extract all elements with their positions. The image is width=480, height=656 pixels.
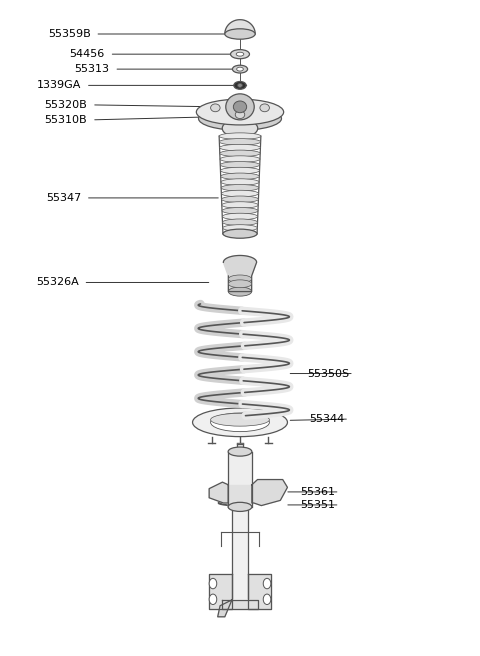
Ellipse shape (226, 94, 254, 120)
Ellipse shape (223, 225, 257, 231)
Ellipse shape (199, 107, 281, 131)
Ellipse shape (228, 287, 252, 296)
Text: 55326A: 55326A (36, 277, 79, 287)
Ellipse shape (222, 207, 258, 214)
Text: 1339GA: 1339GA (36, 81, 81, 91)
Ellipse shape (220, 161, 260, 168)
Ellipse shape (228, 502, 252, 512)
Ellipse shape (222, 213, 258, 220)
Ellipse shape (237, 67, 243, 71)
Ellipse shape (221, 190, 259, 197)
Ellipse shape (228, 275, 252, 283)
Polygon shape (218, 600, 232, 617)
Circle shape (263, 594, 271, 604)
Ellipse shape (222, 196, 258, 203)
Ellipse shape (220, 167, 260, 174)
Ellipse shape (192, 408, 288, 437)
Text: 55310B: 55310B (45, 115, 87, 125)
Ellipse shape (219, 144, 261, 151)
Ellipse shape (211, 104, 220, 112)
Text: 55350S: 55350S (307, 369, 349, 379)
Ellipse shape (234, 81, 246, 89)
Ellipse shape (228, 447, 252, 456)
Text: 55351: 55351 (300, 500, 335, 510)
Polygon shape (248, 573, 271, 609)
Ellipse shape (211, 413, 269, 432)
Ellipse shape (232, 65, 248, 73)
Polygon shape (223, 255, 257, 291)
Circle shape (209, 594, 217, 604)
Ellipse shape (225, 29, 255, 39)
Ellipse shape (211, 413, 269, 426)
Ellipse shape (221, 184, 259, 191)
Text: 55313: 55313 (74, 64, 109, 74)
Ellipse shape (196, 99, 284, 125)
Ellipse shape (222, 219, 258, 226)
Ellipse shape (228, 280, 252, 288)
Polygon shape (209, 482, 228, 503)
Polygon shape (222, 600, 258, 609)
Ellipse shape (235, 111, 245, 119)
Ellipse shape (233, 101, 247, 113)
Ellipse shape (236, 52, 244, 56)
Ellipse shape (219, 138, 261, 145)
Polygon shape (209, 573, 232, 609)
Ellipse shape (230, 50, 250, 59)
Ellipse shape (221, 179, 259, 185)
Polygon shape (225, 20, 255, 34)
Ellipse shape (260, 104, 269, 112)
Circle shape (263, 579, 271, 589)
Text: 55347: 55347 (46, 193, 81, 203)
Circle shape (209, 579, 217, 589)
Polygon shape (252, 480, 288, 506)
Ellipse shape (219, 133, 261, 139)
Ellipse shape (223, 229, 257, 238)
Text: 55361: 55361 (300, 487, 335, 497)
Text: 55320B: 55320B (45, 100, 87, 110)
Text: 55344: 55344 (309, 414, 344, 424)
Ellipse shape (223, 230, 257, 237)
Ellipse shape (221, 173, 259, 180)
Ellipse shape (222, 119, 258, 137)
Text: 54456: 54456 (70, 49, 105, 59)
Ellipse shape (220, 150, 260, 157)
Text: 55359B: 55359B (48, 29, 91, 39)
Ellipse shape (222, 202, 258, 208)
Ellipse shape (220, 156, 260, 162)
Ellipse shape (238, 83, 242, 87)
